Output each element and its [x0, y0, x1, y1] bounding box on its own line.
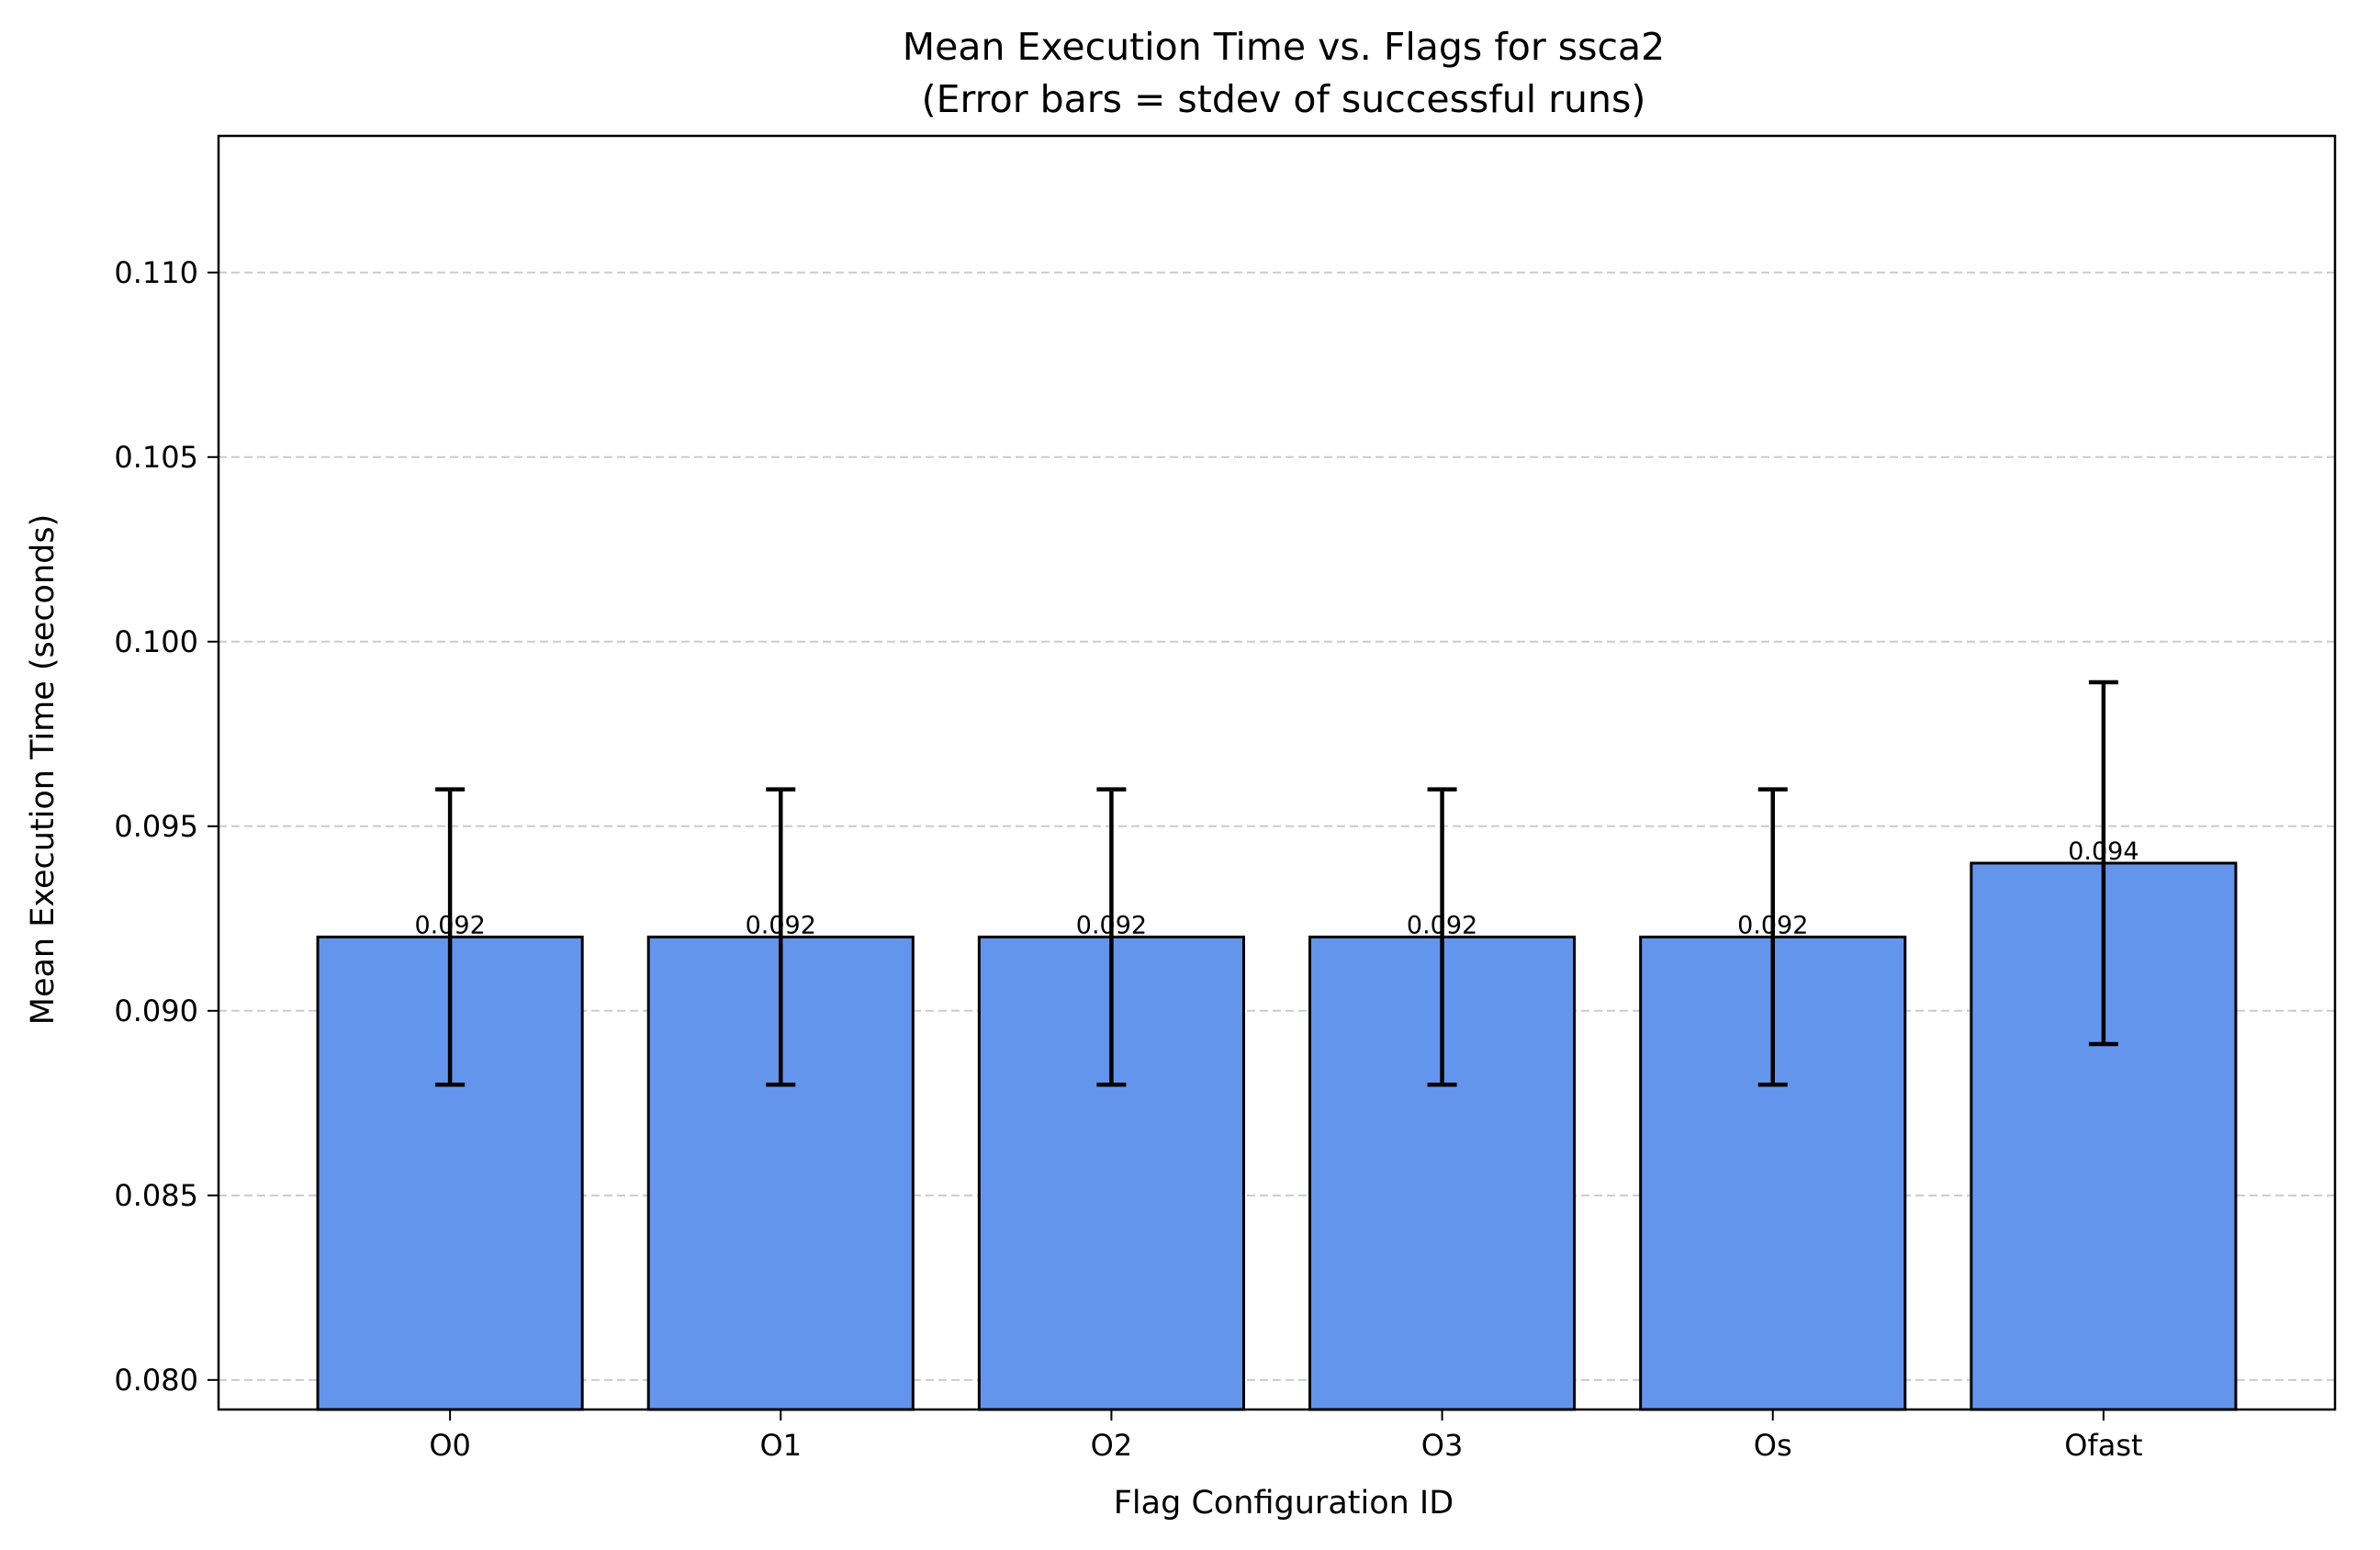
x-axis-label: Flag Configuration ID — [1114, 1485, 1454, 1522]
y-tick-label: 0.095 — [114, 809, 198, 844]
data-labels: 0.092 0.092 0.092 0.092 0.092 0.094 — [414, 837, 2139, 939]
plot-frame — [217, 134, 2337, 1411]
error-bars — [435, 680, 2118, 1087]
y-tick-label: 0.090 — [114, 994, 198, 1028]
error-bar — [1096, 787, 1127, 1087]
chart-subtitle: (Error bars = stdev of successful runs) — [922, 77, 1646, 121]
x-tick-label: Ofast — [2064, 1428, 2142, 1463]
x-tick-label: O2 — [1091, 1428, 1133, 1463]
y-tick-label: 0.080 — [114, 1363, 198, 1398]
y-tick-label: 0.085 — [114, 1178, 198, 1213]
y-axis-label: Mean Execution Time (seconds) — [25, 514, 62, 1026]
bar-value-label: 0.092 — [1407, 911, 1477, 939]
bars — [316, 861, 2238, 1411]
bar-value-label: 0.092 — [414, 911, 485, 939]
y-tick-label: 0.100 — [114, 624, 198, 659]
y-axis-ticks: 0.080 0.085 0.090 0.095 0.100 0.105 0.110 — [114, 255, 219, 1398]
error-bar — [1757, 787, 1788, 1087]
x-tick-label: O1 — [759, 1428, 802, 1463]
bar-value-label: 0.092 — [1076, 911, 1147, 939]
x-tick-label: O3 — [1421, 1428, 1464, 1463]
bar-value-label: 0.092 — [1737, 911, 1808, 939]
y-tick-label: 0.105 — [114, 440, 198, 475]
bar-value-label: 0.094 — [2068, 837, 2139, 866]
chart-title: Mean Execution Time vs. Flags for ssca2 — [903, 25, 1665, 69]
bar-value-label: 0.092 — [746, 911, 816, 939]
y-tick-label: 0.110 — [114, 255, 198, 290]
x-tick-label: Os — [1754, 1428, 1792, 1463]
error-bar — [1427, 787, 1457, 1087]
x-axis-ticks: O0 O1 O2 O3 Os Ofast — [429, 1410, 2143, 1463]
error-bar — [766, 787, 796, 1087]
x-tick-label: O0 — [429, 1428, 471, 1463]
error-bar — [435, 787, 466, 1087]
error-bar — [2088, 680, 2118, 1047]
